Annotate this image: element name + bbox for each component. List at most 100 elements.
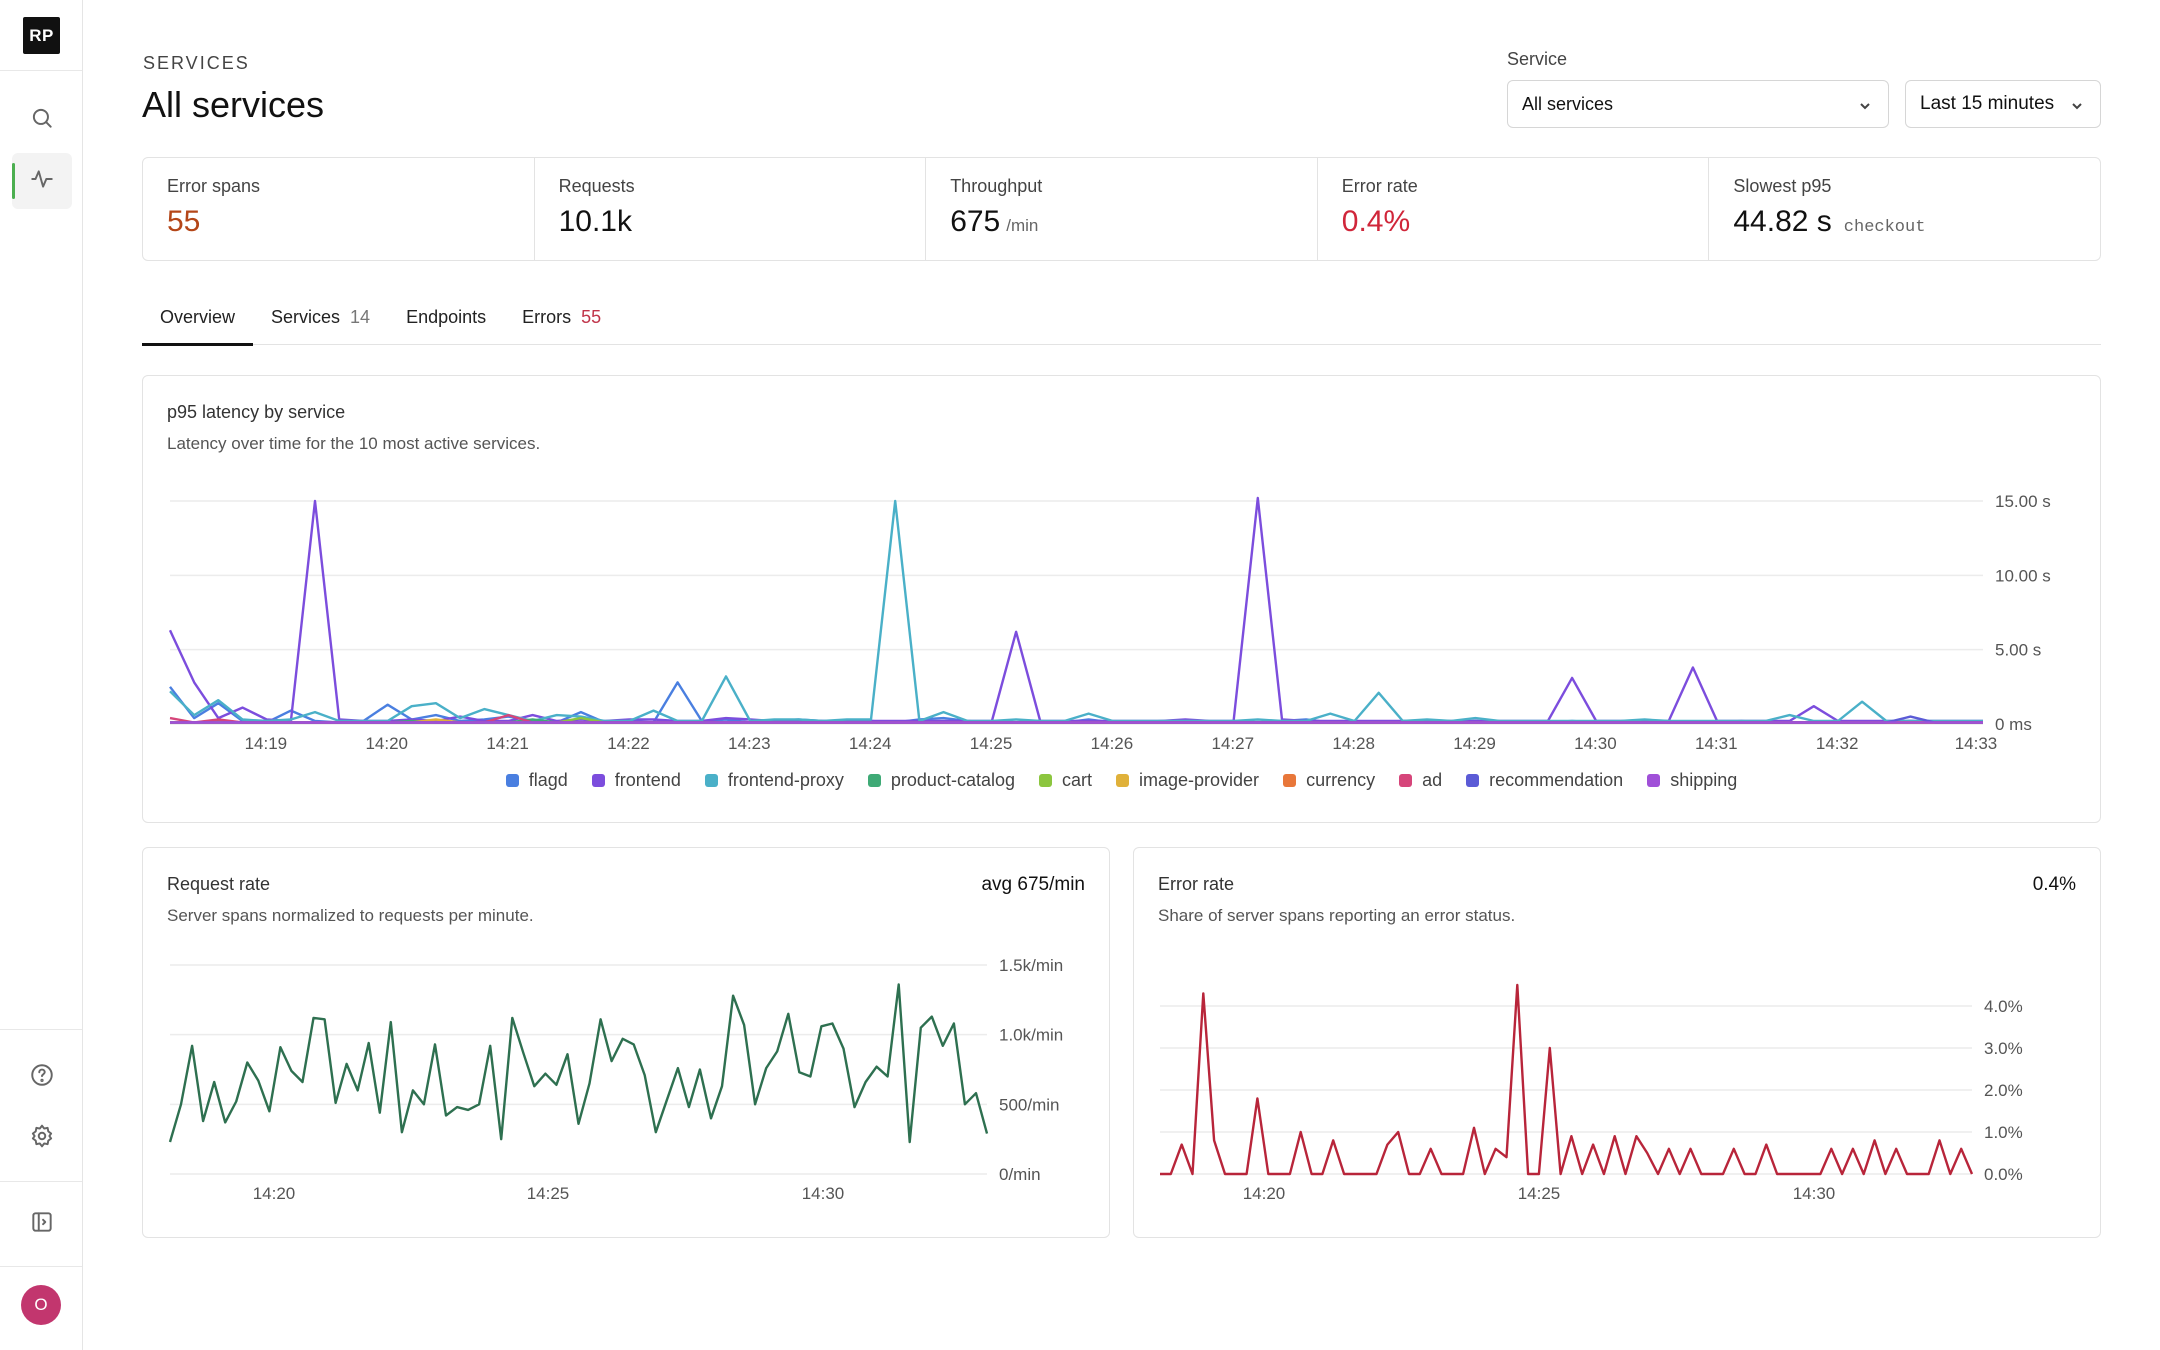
tab-endpoints[interactable]: Endpoints bbox=[388, 297, 504, 345]
x-tick-label: 14:25 bbox=[970, 734, 1013, 753]
legend-swatch bbox=[1283, 774, 1297, 787]
tab-services[interactable]: Services 14 bbox=[253, 297, 388, 345]
page-title: All services bbox=[142, 84, 325, 125]
sidebar-divider bbox=[0, 70, 82, 71]
y-tick-label: 1.0% bbox=[1984, 1123, 2023, 1142]
x-tick-label: 14:25 bbox=[527, 1184, 570, 1203]
legend-swatch bbox=[1647, 774, 1661, 787]
kpi-strip: Error spans 55 Requests 10.1k Throughput… bbox=[142, 157, 2101, 261]
card-title: p95 latency by service bbox=[167, 402, 346, 422]
kpi-slowest-p95: Slowest p95 44.82 s checkout bbox=[1709, 158, 2100, 260]
legend-label: product-catalog bbox=[890, 770, 1015, 790]
legend-swatch bbox=[1399, 774, 1413, 787]
kpi-label: Requests bbox=[558, 176, 635, 196]
x-tick-label: 14:26 bbox=[1091, 734, 1134, 753]
card-title: Error rate bbox=[1158, 874, 1235, 894]
kpi-requests: Requests 10.1k bbox=[535, 158, 927, 260]
y-tick-label: 4.0% bbox=[1984, 997, 2023, 1016]
tab-count: 14 bbox=[350, 307, 371, 327]
kpi-value: 44.82 s checkout bbox=[1733, 205, 2076, 239]
page-eyebrow: SERVICES bbox=[143, 53, 250, 73]
x-tick-label: 14:28 bbox=[1332, 734, 1375, 753]
service-select[interactable]: All services bbox=[1507, 80, 1889, 128]
legend-swatch bbox=[505, 774, 519, 787]
error-rate-chart: 0.0% 1.0% 2.0% 3.0% 4.0% 14:20 14:25 14:30 bbox=[1160, 983, 2023, 1203]
tab-label: Endpoints bbox=[406, 307, 487, 327]
legend-item[interactable]: cart bbox=[1038, 770, 1092, 791]
sidebar-item-search[interactable] bbox=[12, 92, 72, 148]
legend-item[interactable]: frontend bbox=[591, 770, 681, 791]
x-tick-label: 14:31 bbox=[1695, 734, 1738, 753]
y-tick-label: 0 ms bbox=[1995, 715, 2032, 734]
y-tick-label: 500/min bbox=[999, 1095, 1059, 1114]
kpi-value: 675/min bbox=[950, 205, 1293, 239]
legend-swatch bbox=[867, 774, 881, 787]
latency-card: p95 latency by service Latency over time… bbox=[142, 375, 2101, 823]
kpi-error-rate: Error rate 0.4% bbox=[1318, 158, 1710, 260]
sidebar-item-activity[interactable] bbox=[12, 153, 72, 209]
card-subtitle: Latency over time for the 10 most active… bbox=[167, 434, 541, 453]
kpi-label: Error rate bbox=[1341, 176, 1418, 196]
kpi-unit: /min bbox=[1006, 216, 1039, 235]
x-tick-label: 14:30 bbox=[1574, 734, 1617, 753]
sidebar-item-help[interactable] bbox=[12, 1049, 72, 1105]
legend-item[interactable]: recommendation bbox=[1466, 770, 1623, 791]
x-tick-label: 14:30 bbox=[1793, 1184, 1836, 1203]
legend-item[interactable]: product-catalog bbox=[867, 770, 1015, 791]
y-tick-label: 0.0% bbox=[1984, 1165, 2023, 1184]
chart-legend: flagd frontend frontend-proxy product-catal… bbox=[143, 770, 2100, 791]
x-tick-label: 14:29 bbox=[1453, 734, 1496, 753]
card-subtitle: Share of server spans reporting an error… bbox=[1158, 906, 1516, 925]
search-icon bbox=[29, 105, 55, 136]
card-stat: avg 675/min bbox=[981, 874, 1085, 895]
legend-item[interactable]: ad bbox=[1399, 770, 1442, 791]
kpi-number: 55 bbox=[167, 205, 201, 238]
legend-item[interactable]: image-provider bbox=[1116, 770, 1259, 791]
series-line-frontend-proxy bbox=[169, 499, 1983, 723]
kpi-number: 0.4% bbox=[1341, 205, 1411, 238]
tab-overview[interactable]: Overview bbox=[142, 297, 254, 346]
tab-label: Errors bbox=[522, 307, 572, 327]
x-tick-label: 14:21 bbox=[486, 734, 529, 753]
x-tick-label: 14:20 bbox=[1243, 1184, 1286, 1203]
legend-item[interactable]: frontend-proxy bbox=[704, 770, 844, 791]
sidebar-divider bbox=[0, 1181, 82, 1182]
series-line-frontend bbox=[168, 496, 1983, 723]
kpi-number: 10.1k bbox=[558, 205, 632, 238]
legend-item[interactable]: currency bbox=[1283, 770, 1375, 791]
x-tick-label: 14:27 bbox=[1212, 734, 1255, 753]
time-range-select[interactable]: Last 15 minutes bbox=[1905, 80, 2101, 128]
sidebar-collapse-button[interactable] bbox=[12, 1196, 72, 1252]
sidebar-toggle-icon bbox=[29, 1209, 55, 1240]
sidebar: RP O bbox=[0, 0, 83, 1350]
kpi-value: 0.4% bbox=[1342, 205, 1685, 239]
legend-swatch bbox=[1466, 774, 1480, 787]
service-select-label: Service bbox=[1507, 49, 1568, 69]
tab-label: Services bbox=[271, 307, 341, 327]
tab-errors[interactable]: Errors 55 bbox=[504, 297, 619, 345]
help-icon bbox=[29, 1062, 55, 1093]
kpi-throughput: Throughput 675/min bbox=[926, 158, 1318, 260]
sidebar-item-settings[interactable] bbox=[12, 1110, 72, 1166]
legend-swatch bbox=[1038, 774, 1052, 787]
gear-icon bbox=[29, 1123, 55, 1154]
legend-label: ad bbox=[1422, 770, 1443, 790]
legend-label: shipping bbox=[1670, 770, 1738, 790]
legend-swatch bbox=[704, 774, 718, 787]
x-tick-label: 14:23 bbox=[728, 734, 771, 753]
legend-item[interactable]: shipping bbox=[1647, 770, 1737, 791]
kpi-value: 10.1k bbox=[559, 205, 902, 239]
y-tick-label: 2.0% bbox=[1984, 1081, 2023, 1100]
x-tick-label: 14:24 bbox=[849, 734, 892, 753]
latency-chart: 0 ms 5.00 s 10.00 s 15.00 s 14:19 14:20 14:21 1… bbox=[168, 492, 2051, 753]
kpi-number: 44.82 s bbox=[1733, 205, 1832, 238]
legend-item[interactable]: flagd bbox=[505, 770, 568, 791]
app-logo[interactable]: RP bbox=[23, 17, 60, 54]
kpi-label: Throughput bbox=[950, 176, 1043, 196]
kpi-number: 675 bbox=[950, 205, 1001, 238]
legend-label: frontend bbox=[614, 770, 681, 790]
avatar[interactable]: O bbox=[21, 1285, 61, 1325]
card-stat: 0.4% bbox=[2032, 874, 2076, 895]
card-title: Request rate bbox=[167, 874, 271, 894]
chevron-down-icon bbox=[1858, 97, 1872, 111]
